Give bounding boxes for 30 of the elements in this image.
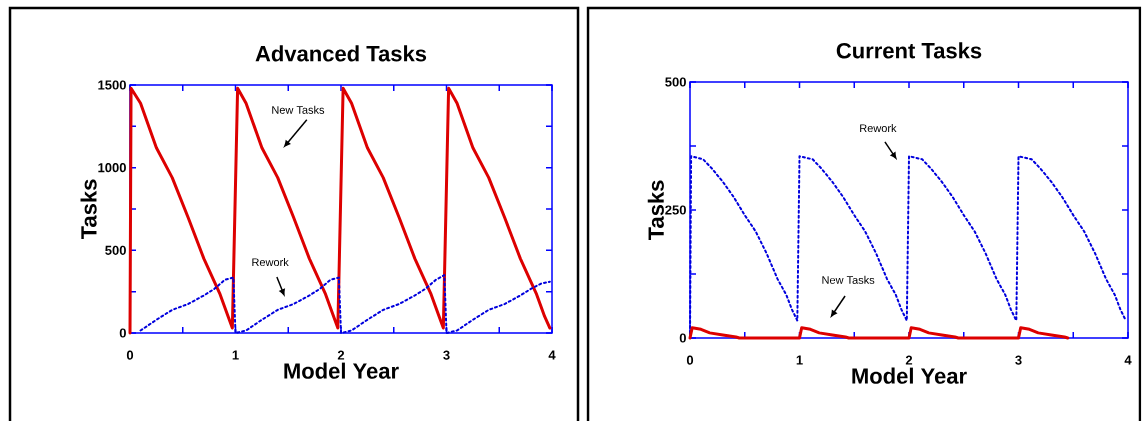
annotation: New Tasks bbox=[272, 105, 325, 114]
y-tick-label: 1000 bbox=[98, 163, 126, 173]
y-tick-label: 500 bbox=[105, 245, 126, 255]
annotation: New Tasks bbox=[822, 275, 875, 284]
x-tick-label: 0 bbox=[686, 355, 694, 365]
annotation: Rework bbox=[252, 258, 289, 267]
chart-title: Current Tasks bbox=[836, 42, 982, 59]
y-tick-label: 1500 bbox=[98, 80, 126, 90]
x-tick-label: 1 bbox=[232, 350, 239, 360]
x-tick-label: 3 bbox=[443, 350, 450, 360]
annotation: Rework bbox=[860, 124, 897, 133]
x-tick-label: 3 bbox=[1015, 355, 1022, 365]
x-tick-label: 4 bbox=[548, 350, 556, 360]
x-tick-label: 1 bbox=[796, 355, 803, 365]
line-series bbox=[139, 274, 551, 334]
chart-title: Advanced Tasks bbox=[255, 45, 427, 62]
y-tick-label: 250 bbox=[665, 205, 686, 215]
x-tick-label: 2 bbox=[905, 355, 913, 365]
y-axis-title: Tasks bbox=[80, 179, 97, 240]
x-axis-title: Model Year bbox=[852, 367, 967, 384]
line-series bbox=[688, 326, 1070, 340]
x-axis-title: Model Year bbox=[284, 362, 399, 379]
line-series bbox=[128, 86, 552, 335]
y-tick-label: 0 bbox=[119, 328, 126, 338]
y-tick-label: 0 bbox=[679, 333, 686, 343]
x-tick-label: 0 bbox=[126, 350, 134, 360]
x-tick-label: 2 bbox=[337, 350, 345, 360]
y-tick-label: 500 bbox=[665, 77, 686, 87]
y-axis-title: Tasks bbox=[647, 180, 664, 241]
x-tick-label: 4 bbox=[1124, 355, 1132, 365]
